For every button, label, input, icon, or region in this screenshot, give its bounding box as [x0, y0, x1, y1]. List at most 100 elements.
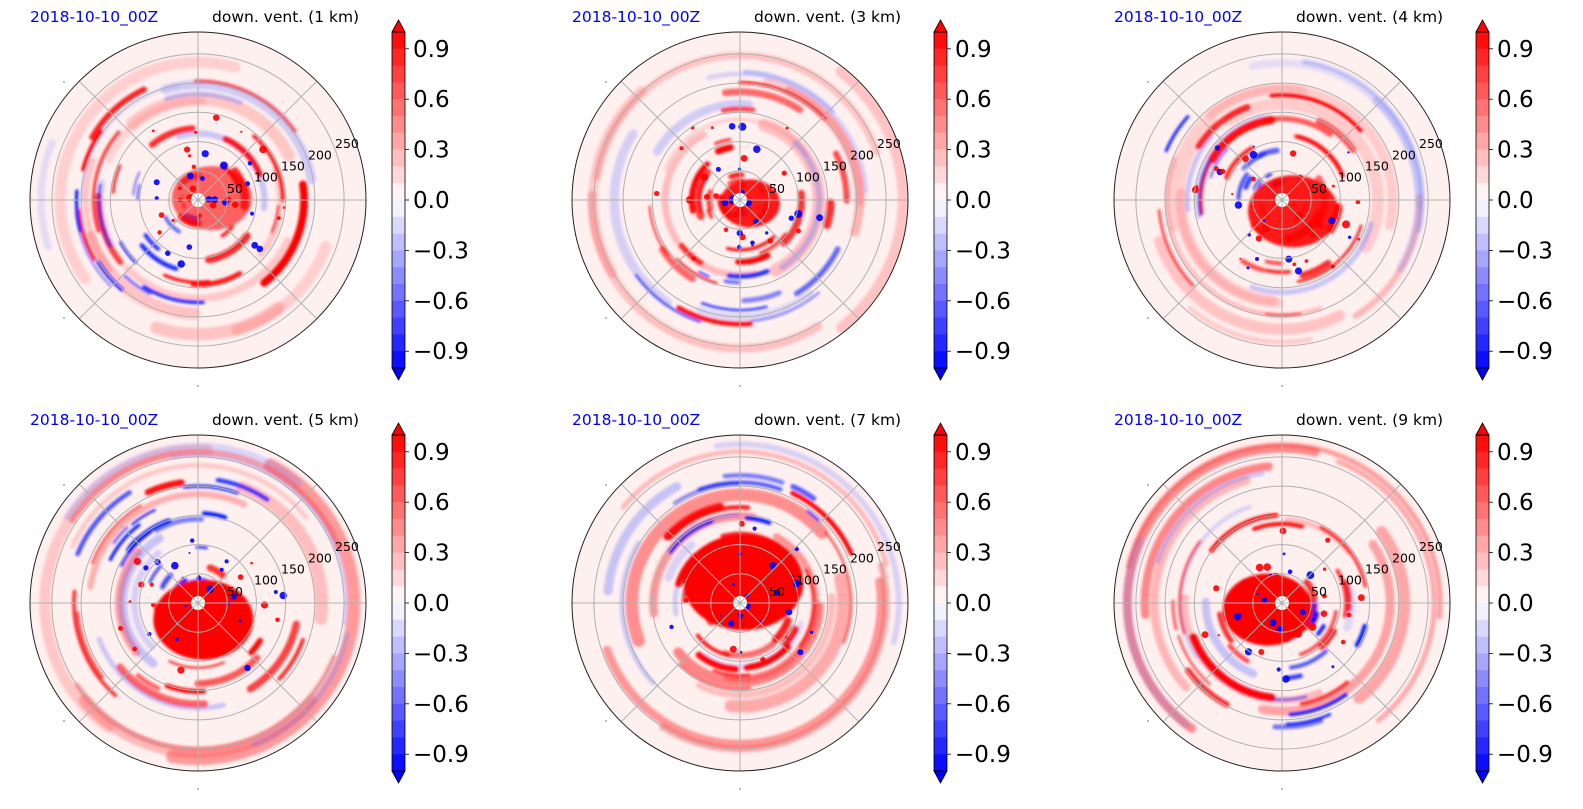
colorbar-tick-label: 0.3	[1497, 541, 1534, 567]
polar-grid	[30, 435, 366, 771]
colorbar-tick-label: −0.3	[955, 238, 1011, 264]
colorbar-tick-label: −0.3	[413, 238, 469, 264]
chart-panel-6: 2018-10-10_00Z down. vent. (9 km) 50 100 150…	[1100, 403, 1583, 798]
panel-date-label: 2018-10-10_00Z	[30, 411, 159, 429]
panel-date-label: 2018-10-10_00Z	[572, 8, 701, 26]
colorbar-tick-label: 0.9	[955, 37, 992, 63]
radial-tick-label: 200	[850, 147, 874, 162]
radial-tick-label: 50	[769, 584, 785, 599]
colorbar-tick-label: 0.6	[413, 490, 450, 516]
colorbar-tick-label: 0.3	[1497, 138, 1534, 164]
panel-title: down. vent. (3 km)	[754, 8, 902, 26]
radial-tick-label: 150	[1365, 159, 1389, 174]
colorbar-tick-label: −0.6	[1497, 692, 1553, 718]
colorbar: 0.9 0.6 0.3 0.0 −0.3 −0.6 −0.9	[933, 19, 1011, 381]
radial-tick-label: 250	[1419, 539, 1443, 554]
colorbar-tick-label: 0.0	[1497, 591, 1534, 617]
colorbar-tick-label: −0.9	[955, 339, 1011, 365]
panel-title: down. vent. (4 km)	[1296, 8, 1444, 26]
colorbar-tick-label: 0.6	[955, 490, 992, 516]
colorbar: 0.9 0.6 0.3 0.0 −0.3 −0.6 −0.9	[1475, 19, 1553, 381]
polar-grid	[572, 435, 908, 771]
radial-tick-label: 150	[823, 562, 847, 577]
colorbar: 0.9 0.6 0.3 0.0 −0.3 −0.6 −0.9	[391, 19, 469, 381]
colorbar-tick-label: 0.0	[955, 188, 992, 214]
field-layer	[602, 441, 902, 753]
panel-date-label: 2018-10-10_00Z	[30, 8, 159, 26]
radial-tick-label: 250	[1419, 136, 1443, 151]
radial-tick-label: 250	[335, 136, 359, 151]
polar-outline	[29, 434, 367, 772]
colorbar-tick-label: 0.6	[1497, 87, 1534, 113]
colorbar-tick-label: 0.3	[413, 541, 450, 567]
radial-tick-label: 100	[1338, 573, 1362, 588]
polar-grid	[30, 32, 366, 368]
radial-tick-label: 250	[877, 539, 901, 554]
colorbar: 0.9 0.6 0.3 0.0 −0.3 −0.6 −0.9	[391, 422, 469, 784]
panel-title: down. vent. (1 km)	[212, 8, 360, 26]
colorbar-tick-label: 0.0	[1497, 188, 1534, 214]
radial-tick-label: 50	[1311, 181, 1327, 196]
radial-tick-label: 200	[308, 550, 332, 565]
radial-tick-label: 150	[281, 562, 305, 577]
chart-panel-1: 2018-10-10_00Z down. vent. (1 km) 50 100 150…	[16, 0, 546, 395]
field-layer	[37, 56, 332, 341]
polar-grid	[572, 32, 908, 368]
colorbar-tick-label: 0.3	[413, 138, 450, 164]
colorbar-tick-label: 0.6	[955, 87, 992, 113]
colorbar-tick-label: −0.6	[955, 289, 1011, 315]
colorbar-tick-label: 0.0	[413, 591, 450, 617]
colorbar-tick-label: 0.9	[955, 440, 992, 466]
colorbar-tick-label: −0.9	[413, 339, 469, 365]
radial-tick-label: 100	[254, 573, 278, 588]
radial-tick-label: 100	[254, 170, 278, 185]
colorbar-tick-label: −0.6	[413, 289, 469, 315]
radial-tick-label: 200	[850, 550, 874, 565]
colorbar-tick-label: −0.3	[955, 641, 1011, 667]
colorbar-tick-label: 0.9	[1497, 440, 1534, 466]
colorbar-tick-label: −0.9	[955, 742, 1011, 768]
polar-grid	[1114, 32, 1450, 368]
radial-tick-label: 50	[769, 181, 785, 196]
radial-tick-label: 100	[796, 170, 820, 185]
chart-panel-5: 2018-10-10_00Z down. vent. (7 km) 50 100 150…	[558, 403, 1088, 798]
colorbar-tick-label: −0.9	[413, 742, 469, 768]
colorbar: 0.9 0.6 0.3 0.0 −0.3 −0.6 −0.9	[933, 422, 1011, 784]
colorbar: 0.9 0.6 0.3 0.0 −0.3 −0.6 −0.9	[1475, 422, 1553, 784]
colorbar-tick-label: 0.9	[1497, 37, 1534, 63]
polar-grid	[1114, 435, 1450, 771]
radial-tick-label: 50	[227, 181, 243, 196]
colorbar-tick-label: 0.9	[413, 37, 450, 63]
colorbar-tick-label: −0.6	[955, 692, 1011, 718]
chart-panel-3: 2018-10-10_00Z down. vent. (4 km) 50 100 150…	[1100, 0, 1583, 395]
colorbar-tick-label: −0.3	[1497, 238, 1553, 264]
colorbar-tick-label: −0.6	[1497, 289, 1553, 315]
radial-tick-label: 250	[335, 539, 359, 554]
radial-tick-label: 200	[1392, 147, 1416, 162]
colorbar-tick-label: −0.9	[1497, 339, 1553, 365]
radial-tick-label: 150	[1365, 562, 1389, 577]
colorbar-tick-label: −0.9	[1497, 742, 1553, 768]
panel-title: down. vent. (9 km)	[1296, 411, 1444, 429]
colorbar-tick-label: 0.9	[413, 440, 450, 466]
colorbar-tick-label: −0.3	[1497, 641, 1553, 667]
field-layer	[1122, 442, 1443, 733]
colorbar-tick-label: 0.3	[955, 541, 992, 567]
colorbar-tick-label: 0.0	[413, 188, 450, 214]
radial-tick-label: 150	[823, 159, 847, 174]
polar-outline	[571, 31, 909, 369]
polar-outline	[29, 31, 367, 369]
colorbar-tick-label: −0.3	[413, 641, 469, 667]
radial-tick-label: 100	[796, 573, 820, 588]
panel-date-label: 2018-10-10_00Z	[1114, 8, 1243, 26]
radial-tick-label: 200	[1392, 550, 1416, 565]
polar-outline	[1113, 434, 1451, 772]
colorbar-tick-label: 0.0	[955, 591, 992, 617]
panel-date-label: 2018-10-10_00Z	[1114, 411, 1243, 429]
radial-tick-label: 50	[227, 584, 243, 599]
